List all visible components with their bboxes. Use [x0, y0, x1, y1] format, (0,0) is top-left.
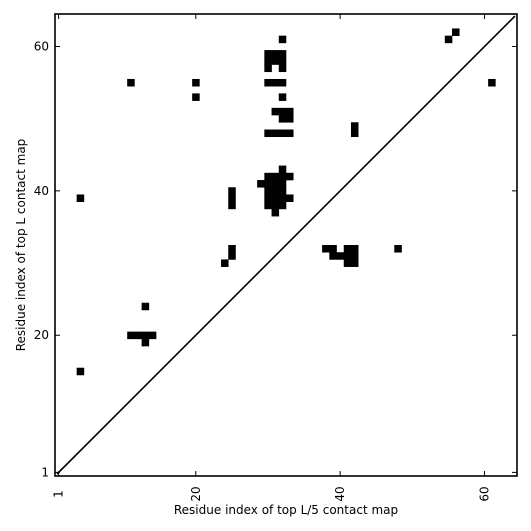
- contact-cell: [264, 57, 272, 65]
- contact-cell: [329, 252, 337, 260]
- x-axis-label: Residue index of top L/5 contact map: [174, 503, 398, 517]
- contact-cell: [278, 180, 287, 188]
- contact-cell: [271, 107, 280, 116]
- contact-cells: [76, 28, 496, 376]
- contact-cell: [336, 252, 345, 260]
- axis-ticks: 1 20 40 60 1 20 40 60: [34, 14, 517, 502]
- contact-cell: [350, 122, 359, 130]
- contact-cell: [278, 115, 287, 123]
- y-tick-label: 1: [41, 465, 49, 479]
- contact-cell: [141, 338, 150, 347]
- contact-cell: [286, 194, 294, 202]
- contact-cell: [278, 187, 287, 195]
- contact-cell: [148, 331, 157, 340]
- diagonal-line: [56, 15, 516, 475]
- contact-cell: [192, 93, 200, 101]
- contact-cell: [278, 165, 287, 174]
- y-tick-label: 60: [34, 39, 49, 53]
- contact-cell: [264, 201, 272, 210]
- contact-cell: [286, 129, 294, 138]
- x-tick-label: 1: [52, 490, 66, 498]
- contact-cell: [278, 93, 287, 101]
- contact-cell: [271, 201, 280, 210]
- contact-cell: [228, 252, 236, 260]
- contact-cell: [271, 129, 280, 138]
- x-tick-label: 20: [189, 486, 203, 501]
- contact-cell: [264, 78, 272, 87]
- contact-cell: [452, 28, 460, 36]
- contact-cell: [127, 331, 135, 340]
- contact-cell: [264, 180, 272, 188]
- x-tick-label: 60: [478, 486, 492, 501]
- contact-cell: [127, 78, 135, 87]
- contact-cell: [264, 187, 272, 195]
- contact-cell: [134, 331, 142, 340]
- contact-cell: [228, 201, 236, 210]
- y-tick-label: 40: [34, 184, 49, 198]
- contact-cell: [264, 64, 272, 73]
- contact-cell: [271, 194, 280, 202]
- contact-cell: [264, 129, 272, 138]
- contact-cell: [278, 78, 287, 87]
- contact-cell: [394, 245, 402, 253]
- contact-cell: [350, 245, 359, 253]
- contact-cell: [141, 302, 150, 311]
- contact-cell: [257, 180, 265, 188]
- contact-cell: [322, 245, 330, 253]
- contact-cell: [228, 194, 236, 202]
- contact-cell: [141, 331, 150, 340]
- contact-cell: [278, 201, 287, 210]
- contact-cell: [343, 252, 352, 260]
- contact-cell: [221, 259, 229, 267]
- contact-cell: [278, 107, 287, 116]
- contact-cell: [343, 259, 352, 267]
- contact-cell: [271, 57, 280, 65]
- contact-cell: [343, 245, 352, 253]
- contact-cell: [278, 35, 287, 44]
- contact-cell: [264, 194, 272, 202]
- contact-cell: [264, 50, 272, 58]
- contact-cell: [286, 115, 294, 123]
- contact-cell: [76, 194, 85, 202]
- contact-cell: [329, 245, 337, 253]
- contact-cell: [271, 50, 280, 58]
- contact-cell: [286, 172, 294, 181]
- contact-cell: [278, 194, 287, 202]
- contact-cell: [278, 57, 287, 65]
- contact-cell: [228, 187, 236, 195]
- contact-cell: [350, 129, 359, 138]
- y-tick-label: 20: [34, 328, 49, 342]
- contact-cell: [264, 172, 272, 181]
- contact-cell: [228, 245, 236, 253]
- contact-cell: [271, 208, 280, 217]
- contact-cell: [278, 50, 287, 58]
- contact-cell: [350, 252, 359, 260]
- contact-cell: [278, 129, 287, 138]
- contact-cell: [278, 172, 287, 181]
- y-axis-label: Residue index of top L contact map: [14, 139, 28, 352]
- contact-cell: [488, 78, 496, 87]
- contact-cell: [76, 367, 85, 376]
- contact-cell: [192, 78, 200, 87]
- contact-cell: [286, 107, 294, 116]
- contact-cell: [271, 180, 280, 188]
- contact-cell: [350, 259, 359, 267]
- contact-cell: [271, 187, 280, 195]
- contact-cell: [444, 35, 453, 44]
- contact-cell: [278, 64, 287, 73]
- contact-cell: [271, 78, 280, 87]
- x-tick-label: 40: [333, 486, 347, 501]
- contact-cell: [271, 172, 280, 181]
- plot-frame: [54, 13, 518, 477]
